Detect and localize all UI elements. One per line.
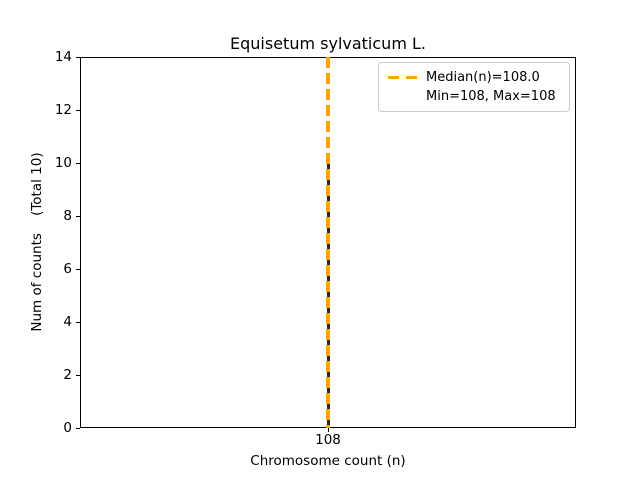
y-tick-label: 0	[63, 420, 72, 436]
y-tick-label: 6	[63, 261, 72, 277]
legend-handle-spacer	[388, 95, 417, 98]
y-tick-mark	[76, 268, 80, 270]
y-tick-mark	[76, 56, 80, 58]
y-axis-label: Num of counts (Total 10)	[29, 152, 45, 332]
legend-label: Median(n)=108.0	[426, 70, 540, 85]
y-tick-mark	[76, 374, 80, 376]
y-tick-mark	[76, 321, 80, 323]
legend-row: Median(n)=108.0	[388, 68, 560, 87]
x-axis-label: Chromosome count (n)	[250, 453, 406, 469]
y-tick-mark	[76, 215, 80, 217]
legend-row: Min=108, Max=108	[388, 87, 560, 106]
y-tick-mark	[76, 162, 80, 164]
y-tick-label: 2	[63, 367, 72, 383]
y-tick-label: 12	[54, 102, 72, 118]
legend: Median(n)=108.0 Min=108, Max=108	[378, 62, 570, 112]
median-dashed-line-swatch	[388, 76, 417, 79]
y-tick-label: 10	[54, 155, 72, 171]
y-tick-label: 14	[54, 49, 72, 65]
legend-label: Min=108, Max=108	[426, 89, 556, 104]
chart-title: Equisetum sylvaticum L.	[230, 34, 426, 53]
y-tick-label: 4	[63, 314, 72, 330]
y-tick-mark	[76, 427, 80, 429]
x-tick-mark	[327, 428, 329, 432]
x-tick-label: 108	[315, 432, 341, 448]
y-tick-mark	[76, 109, 80, 111]
y-tick-label: 8	[63, 208, 72, 224]
median-line	[326, 57, 330, 428]
